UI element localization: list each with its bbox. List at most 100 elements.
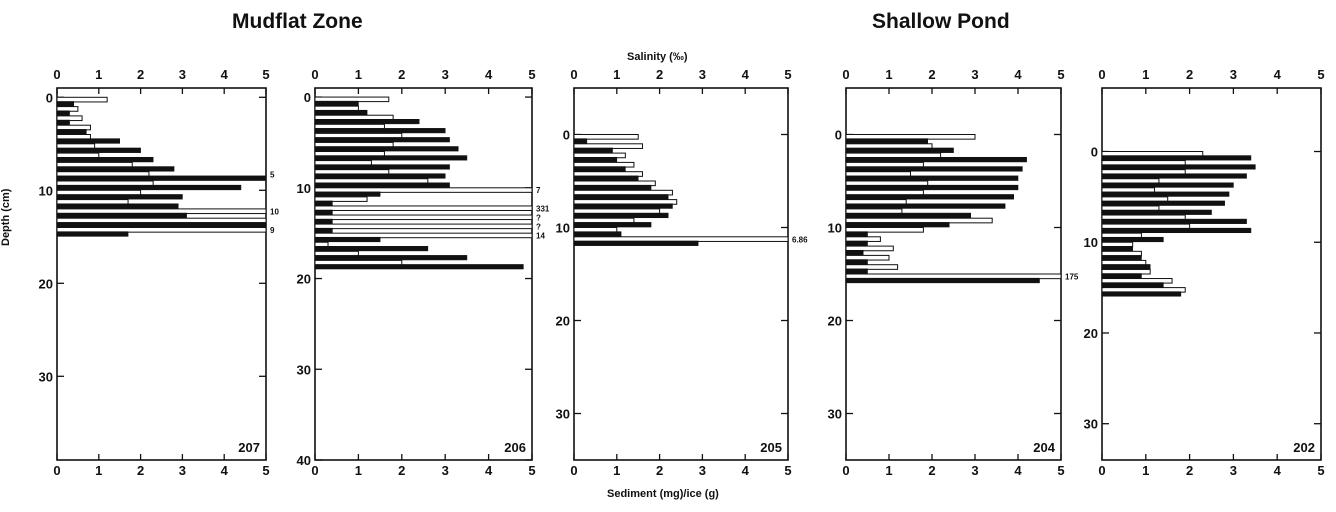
x-tick-label-top: 2 <box>1186 67 1193 82</box>
sediment-bar <box>573 203 673 209</box>
sediment-bar <box>56 129 87 135</box>
sediment-bar <box>56 231 129 237</box>
x-tick-label-bottom: 0 <box>570 463 577 478</box>
x-tick-label-bottom: 1 <box>95 463 102 478</box>
sediment-bar <box>1101 291 1182 297</box>
x-tick-label-bottom: 3 <box>179 463 186 478</box>
sediment-bar <box>56 119 70 126</box>
salinity-bar <box>845 227 924 233</box>
y-tick-label: 10 <box>556 221 570 236</box>
x-tick-label-top: 1 <box>1142 67 1149 82</box>
sediment-bar <box>1101 200 1225 206</box>
x-tick-label-bottom: 0 <box>1098 463 1105 478</box>
core-number-label: 204 <box>1033 440 1055 455</box>
x-tick-label-bottom: 1 <box>613 463 620 478</box>
sediment-bar <box>845 156 1027 163</box>
x-tick-label-top: 0 <box>842 67 849 82</box>
x-tick-label-bottom: 5 <box>528 463 535 478</box>
x-tick-label-top: 1 <box>885 67 892 82</box>
offscale-label: 175 <box>1065 273 1079 282</box>
y-tick-label: 0 <box>1091 145 1098 160</box>
sediment-bar <box>845 231 868 237</box>
x-tick-label-top: 5 <box>1317 67 1324 82</box>
y-tick-label: 10 <box>39 183 53 198</box>
sediment-bar <box>314 191 381 197</box>
y-tick-label: 0 <box>563 128 570 143</box>
sediment-bar <box>314 182 450 188</box>
x-tick-label-top: 3 <box>442 67 449 82</box>
core-number-label: 202 <box>1293 440 1315 455</box>
x-tick-label-bottom: 5 <box>1317 463 1324 478</box>
sediment-bar <box>1101 255 1142 261</box>
sediment-bar <box>1101 236 1164 243</box>
salinity-bar <box>56 96 108 103</box>
core-panel-205: 0 0 1 1 2 2 3 3 4 4 5 5 0 10 20 30 6.86 205 <box>556 67 809 478</box>
core-number-label: 206 <box>504 440 526 455</box>
x-tick-label-bottom: 0 <box>842 463 849 478</box>
x-tick-label-bottom: 2 <box>928 463 935 478</box>
x-tick-label-bottom: 5 <box>784 463 791 478</box>
x-tick-label-bottom: 4 <box>1274 463 1282 478</box>
salinity-bar <box>314 205 533 211</box>
sediment-bar <box>314 227 333 234</box>
offscale-label: ? <box>536 213 541 222</box>
sediment-bar <box>1101 182 1234 188</box>
sediment-bar <box>56 101 75 107</box>
sediment-bar <box>1101 273 1142 279</box>
x-tick-label-bottom: 5 <box>1057 463 1064 478</box>
sediment-bar <box>573 138 588 144</box>
sediment-bar <box>56 212 187 219</box>
sediment-bar <box>314 100 359 106</box>
sediment-bar <box>845 147 954 153</box>
sediment-bar <box>56 138 121 144</box>
x-tick-label-top: 2 <box>398 67 405 82</box>
sediment-bar <box>1101 173 1247 179</box>
offscale-label: ? <box>536 223 541 232</box>
sediment-bar <box>573 194 669 200</box>
x-tick-label-bottom: 3 <box>442 463 449 478</box>
sediment-bar <box>845 184 1019 191</box>
sediment-bar <box>573 212 669 219</box>
sediment-bar <box>314 155 468 161</box>
y-tick-label: 40 <box>297 453 311 468</box>
sediment-bar <box>56 147 141 153</box>
salinity-bar <box>314 232 533 239</box>
core-panel-204: 0 0 1 1 2 2 3 3 4 4 5 5 0 10 20 30 175 204 <box>828 67 1079 478</box>
x-tick-label-top: 2 <box>656 67 663 82</box>
x-tick-label-top: 0 <box>1098 67 1105 82</box>
sediment-bar <box>314 264 524 270</box>
sediment-bar <box>1101 282 1164 288</box>
sediment-bar <box>314 209 333 215</box>
x-tick-label-top: 0 <box>311 67 318 82</box>
offscale-label: 9 <box>270 226 275 235</box>
x-tick-label-top: 2 <box>928 67 935 82</box>
sediment-bar <box>573 240 699 246</box>
sediment-bar <box>314 128 446 134</box>
x-tick-label-top: 1 <box>355 67 362 82</box>
x-tick-label-top: 4 <box>1274 67 1282 82</box>
y-tick-label: 10 <box>828 221 842 236</box>
y-tick-label: 20 <box>556 314 570 329</box>
sediment-bar <box>573 156 618 163</box>
x-tick-label-bottom: 0 <box>311 463 318 478</box>
salinity-bar <box>573 134 639 140</box>
sediment-bar <box>314 119 420 125</box>
sediment-bar <box>845 212 971 219</box>
offscale-label: 10 <box>270 207 279 216</box>
sediment-bar <box>56 222 267 228</box>
salinity-bar <box>845 245 894 252</box>
salinity-bar <box>314 187 533 193</box>
sediment-bar <box>314 200 333 206</box>
sediment-bar <box>573 231 622 237</box>
plot-frame <box>314 87 533 461</box>
sediment-bar <box>845 138 928 144</box>
y-tick-label: 20 <box>1084 326 1098 341</box>
mudflat-zone-title: Mudflat Zone <box>232 10 363 33</box>
sediment-axis-label: Sediment (mg)/ice (g) <box>607 488 719 500</box>
sediment-bar <box>314 236 381 243</box>
x-tick-label-top: 0 <box>570 67 577 82</box>
x-tick-label-top: 3 <box>699 67 706 82</box>
sediment-bar <box>314 246 429 252</box>
x-tick-label-top: 4 <box>221 67 229 82</box>
y-tick-label: 10 <box>1084 235 1098 250</box>
